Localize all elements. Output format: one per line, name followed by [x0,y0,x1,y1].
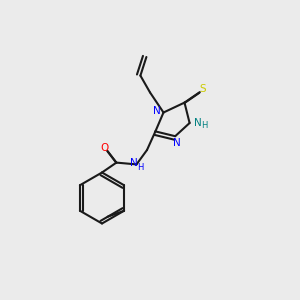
Text: H: H [201,121,207,130]
Text: N: N [172,138,180,148]
Text: S: S [200,84,206,94]
Text: N: N [130,158,137,169]
Text: N: N [194,118,202,128]
Text: H: H [137,163,144,172]
Text: N: N [153,106,161,116]
Text: O: O [100,143,109,153]
